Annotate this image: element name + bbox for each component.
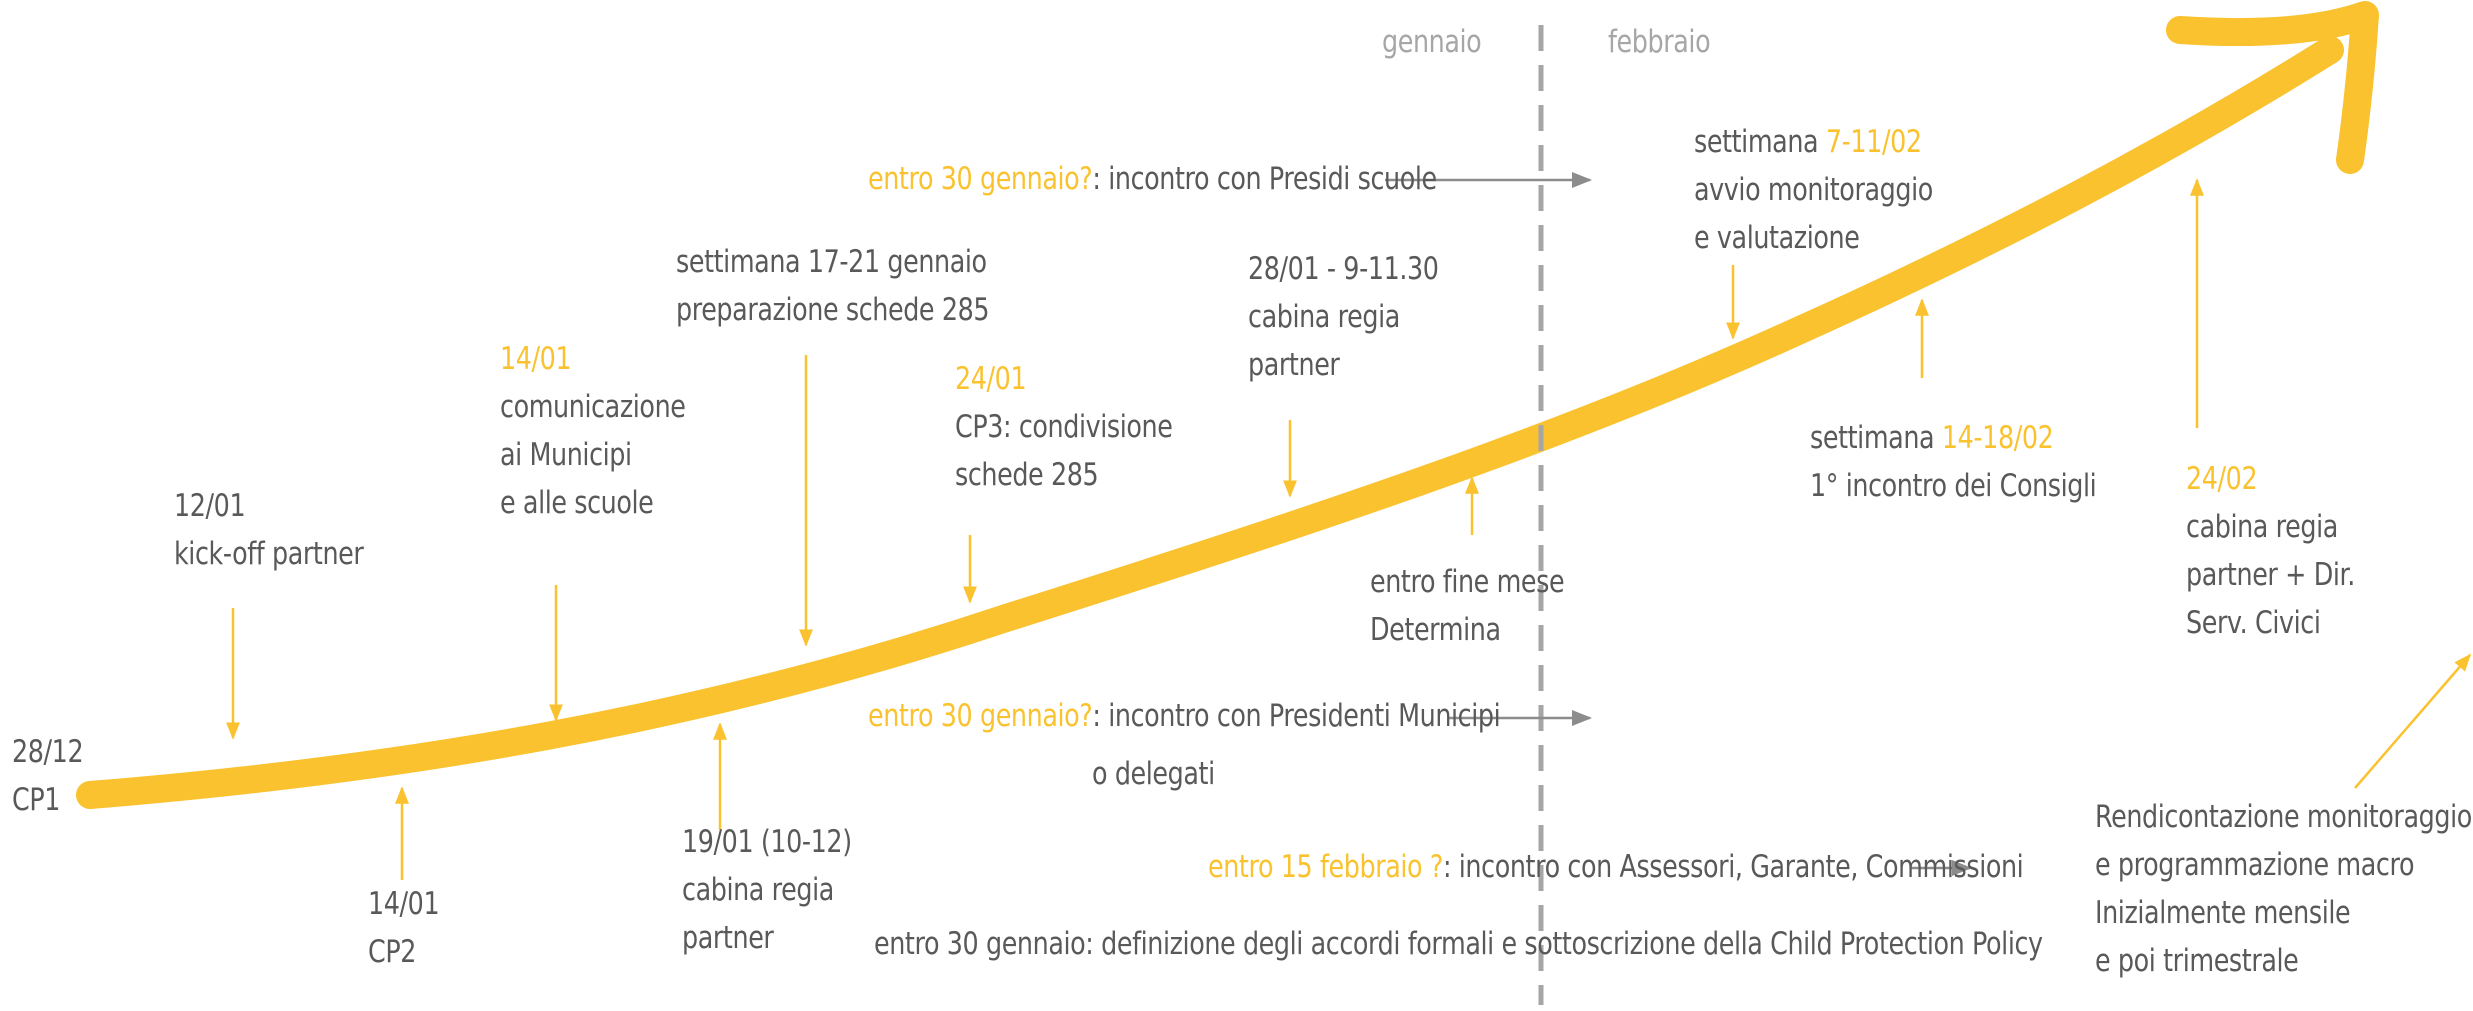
timeline-curve — [76, 36, 2344, 809]
deadline-presidi: entro 30 gennaio?: incontro con Presidi … — [868, 155, 1437, 203]
deadline-when: entro 30 gennaio? — [868, 698, 1093, 734]
milestone-cp1: 28/12 CP1 — [12, 728, 84, 824]
milestone-line: e valutazione — [1694, 220, 1860, 257]
milestone-determina: entro fine mese Determina — [1370, 558, 1565, 654]
milestone-line: schede 285 — [955, 457, 1099, 494]
milestone-line: comunicazione — [500, 389, 686, 426]
milestone-line: partner + Dir. — [2186, 557, 2355, 594]
deadline-accordi: entro 30 gennaio: definizione degli acco… — [874, 926, 2043, 962]
deadline-presidenti: entro 30 gennaio?: incontro con Presiden… — [868, 692, 1501, 740]
milestone-line: ai Municipi — [500, 437, 632, 474]
milestone-consigli: settimana 14-18/02 1° incontro dei Consi… — [1810, 414, 2097, 510]
deadline-presidenti-line2: o delegati — [1092, 756, 1215, 792]
month-label-january: gennaio — [1382, 24, 1482, 60]
milestone-line: cabina regia — [1248, 299, 1400, 336]
arrow-reporting — [2354, 653, 2472, 789]
month-label-february: febbraio — [1608, 24, 1711, 60]
deadline-when: entro 15 febbraio ? — [1208, 849, 1443, 885]
milestone-date: 14/01 — [500, 341, 572, 377]
milestone-date: 12/01 — [174, 488, 246, 524]
milestone-line: cabina regia — [682, 872, 834, 909]
milestone-line: 1° incontro dei Consigli — [1810, 468, 2097, 505]
milestone-cabina-2801: 28/01 - 9-11.30 cabina regia partner — [1248, 245, 1439, 389]
reporting-line: e poi trimestrale — [2095, 943, 2299, 980]
milestone-date: 19/01 (10-12) — [682, 824, 852, 860]
milestone-communication: 14/01 comunicazione ai Municipi e alle s… — [500, 335, 686, 527]
milestone-schede-week: settimana 17-21 gennaio preparazione sch… — [676, 238, 990, 334]
milestone-date: 14-18/02 — [1941, 420, 2054, 456]
reporting-line: Rendicontazione monitoraggio — [2095, 799, 2472, 835]
milestone-line: CP3: condivisione — [955, 409, 1173, 446]
reporting-line: e programmazione macro — [2095, 847, 2415, 884]
milestone-date: 14/01 — [368, 886, 440, 922]
milestone-line: entro fine mese — [1370, 564, 1565, 600]
milestone-label: CP2 — [368, 934, 417, 971]
milestone-kickoff: 12/01 kick-off partner — [174, 482, 364, 578]
deadline-what: : incontro con Assessori, Garante, Commi… — [1442, 849, 2024, 885]
deadline-arrows — [1385, 172, 1972, 876]
milestone-prefix: settimana — [1694, 124, 1819, 160]
milestone-line: cabina regia — [2186, 509, 2338, 546]
milestone-line: settimana 17-21 gennaio — [676, 244, 987, 280]
milestone-line: partner — [682, 920, 774, 957]
deadline-what: : incontro con Presidi scuole — [1092, 161, 1437, 197]
milestone-line: Determina — [1370, 612, 1501, 649]
milestone-date: 24/02 — [2186, 461, 2258, 497]
deadline-what: : incontro con Presidenti Municipi — [1092, 698, 1501, 734]
milestone-date: 28/12 — [12, 734, 84, 770]
deadline-when: entro 30 gennaio? — [868, 161, 1093, 197]
milestone-cp2: 14/01 CP2 — [368, 880, 440, 976]
milestone-line: avvio monitoraggio — [1694, 172, 1933, 209]
milestone-line: e alle scuole — [500, 485, 654, 522]
milestone-date: 24/01 — [955, 361, 1027, 397]
milestone-line: Serv. Civici — [2186, 605, 2321, 642]
reporting-line: Inizialmente mensile — [2095, 895, 2351, 932]
milestone-prefix: settimana — [1810, 420, 1935, 456]
timeline-arrowhead — [2166, 1, 2379, 174]
milestone-cabina-2402: 24/02 cabina regia partner + Dir. Serv. … — [2186, 455, 2355, 647]
milestone-line: preparazione schede 285 — [676, 292, 990, 329]
pointer-arrows — [226, 178, 2472, 880]
milestone-line: partner — [1248, 347, 1340, 384]
milestone-label: CP1 — [12, 782, 61, 819]
reporting-note: Rendicontazione monitoraggio e programma… — [2095, 793, 2472, 985]
milestone-date: 28/01 - 9-11.30 — [1248, 251, 1439, 287]
milestone-label: kick-off partner — [174, 536, 364, 573]
milestone-cabina-1901: 19/01 (10-12) cabina regia partner — [682, 818, 852, 962]
deadline-assessori: entro 15 febbraio ?: incontro con Assess… — [1208, 843, 2024, 891]
milestone-monitoring: settimana 7-11/02 avvio monitoraggio e v… — [1694, 118, 1933, 262]
milestone-date: 7-11/02 — [1825, 124, 1922, 160]
milestone-cp3: 24/01 CP3: condivisione schede 285 — [955, 355, 1173, 499]
